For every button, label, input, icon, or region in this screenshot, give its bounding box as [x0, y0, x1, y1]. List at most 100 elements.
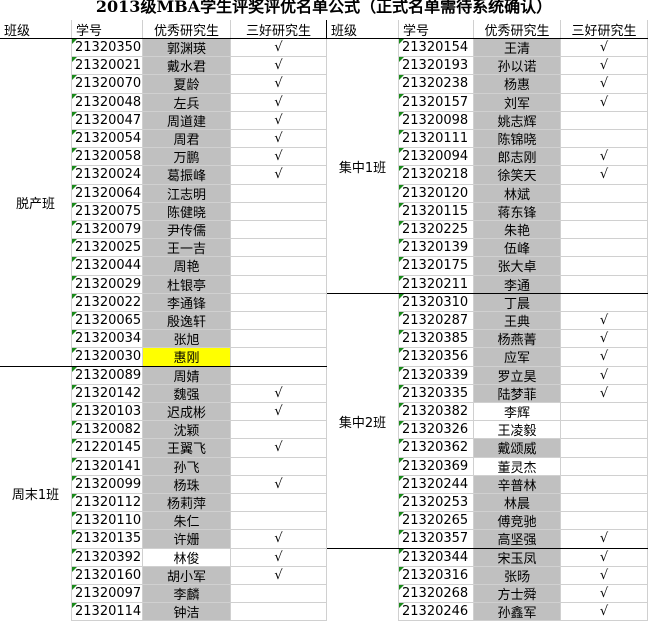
student-name: 傅竞驰 [474, 512, 561, 531]
merit-mark [231, 457, 327, 476]
number-as-text-flag [399, 257, 404, 263]
student-id: 21320094 [399, 148, 474, 167]
student-name: 张大卓 [474, 257, 561, 276]
merit-mark [231, 330, 327, 349]
student-name: 陆梦菲 [474, 384, 561, 403]
merit-mark [231, 585, 327, 604]
number-as-text-flag [72, 403, 77, 408]
student-id: 21320154 [399, 39, 474, 58]
merit-mark [231, 512, 327, 531]
student-id: 21320025 [72, 239, 143, 258]
student-id: 21320022 [72, 293, 143, 312]
number-as-text-flag [399, 239, 404, 245]
number-as-text-flag [399, 530, 404, 536]
number-as-text-flag [399, 293, 404, 299]
merit-mark: √ [231, 148, 327, 167]
number-as-text-flag [72, 312, 77, 317]
group-border [0, 365, 327, 367]
student-name: 胡小军 [143, 566, 231, 585]
student-name: 江志明 [143, 184, 231, 203]
student-name: 应军 [474, 348, 561, 367]
student-name: 张旭 [143, 330, 231, 349]
merit-mark: √ [561, 39, 648, 58]
number-as-text-flag [399, 148, 404, 154]
merit-mark: √ [561, 530, 648, 549]
student-id: 21320356 [399, 348, 474, 367]
student-name: 朱仁 [143, 512, 231, 531]
number-as-text-flag [399, 221, 404, 226]
number-as-text-flag [72, 330, 77, 336]
student-name: 陈锦晓 [474, 130, 561, 149]
student-id: 21320246 [399, 603, 474, 621]
number-as-text-flag [399, 75, 404, 81]
merit-mark: √ [231, 166, 327, 185]
student-id: 21320265 [399, 512, 474, 531]
merit-mark: √ [231, 93, 327, 112]
student-name: 刘军 [474, 93, 561, 112]
student-name: 林斌 [474, 184, 561, 203]
student-name: 姚志辉 [474, 111, 561, 130]
student-name: 魏强 [143, 384, 231, 403]
student-id: 21320135 [72, 530, 143, 549]
student-id: 21320120 [399, 184, 474, 203]
number-as-text-flag [72, 221, 77, 226]
number-as-text-flag [72, 202, 77, 208]
student-name: 杨燕菁 [474, 330, 561, 349]
student-name: 罗立昊 [474, 366, 561, 385]
student-id: 21320382 [399, 403, 474, 422]
merit-mark: √ [561, 312, 648, 331]
merit-mark: √ [561, 148, 648, 167]
number-as-text-flag [72, 384, 77, 390]
number-as-text-flag [72, 57, 77, 63]
student-id: 21320193 [399, 57, 474, 76]
student-id: 21320044 [72, 257, 143, 276]
merit-mark: √ [231, 384, 327, 403]
student-name: 王翼飞 [143, 439, 231, 458]
student-name: 伍峰 [474, 239, 561, 258]
student-id: 21320058 [72, 148, 143, 167]
merit-mark: √ [231, 403, 327, 422]
merit-mark: √ [561, 166, 648, 185]
student-name: 葛振峰 [143, 166, 231, 185]
student-id: 21320048 [72, 93, 143, 112]
number-as-text-flag [399, 457, 404, 463]
student-name: 钟洁 [143, 603, 231, 621]
student-name: 徐笑天 [474, 166, 561, 185]
number-as-text-flag [72, 512, 77, 518]
merit-mark [561, 202, 648, 221]
merit-mark [561, 512, 648, 531]
student-id: 21320114 [72, 603, 143, 621]
sheet-title: 2013级MBA学生评奖评优名单公式（正式名单需待系统确认） [95, 0, 553, 16]
student-name: 王凌毅 [474, 421, 561, 440]
student-name: 方士舜 [474, 585, 561, 604]
student-name: 左兵 [143, 93, 231, 112]
number-as-text-flag [399, 348, 404, 354]
student-id: 21320350 [72, 39, 143, 58]
student-id: 21320047 [72, 111, 143, 130]
number-as-text-flag [72, 148, 77, 154]
merit-mark [561, 184, 648, 203]
student-id: 21320316 [399, 566, 474, 585]
student-name: 林俊 [143, 548, 231, 567]
merit-mark: √ [231, 530, 327, 549]
merit-mark [561, 494, 648, 513]
number-as-text-flag [72, 293, 77, 299]
column-header: 班级 [327, 20, 399, 39]
number-as-text-flag [72, 603, 77, 609]
merit-mark [231, 366, 327, 385]
number-as-text-flag [399, 512, 404, 518]
number-as-text-flag [399, 202, 404, 208]
student-id: 21320030 [72, 348, 143, 367]
merit-mark: √ [561, 585, 648, 604]
student-id: 21320111 [399, 130, 474, 149]
student-id: 21320357 [399, 530, 474, 549]
student-name: 宋玉凤 [474, 548, 561, 567]
merit-mark [231, 275, 327, 294]
number-as-text-flag [399, 39, 404, 44]
student-id: 21320021 [72, 57, 143, 76]
merit-mark: √ [561, 384, 648, 403]
column-header: 学号 [399, 20, 474, 39]
student-id: 21320079 [72, 221, 143, 240]
merit-mark: √ [231, 75, 327, 94]
